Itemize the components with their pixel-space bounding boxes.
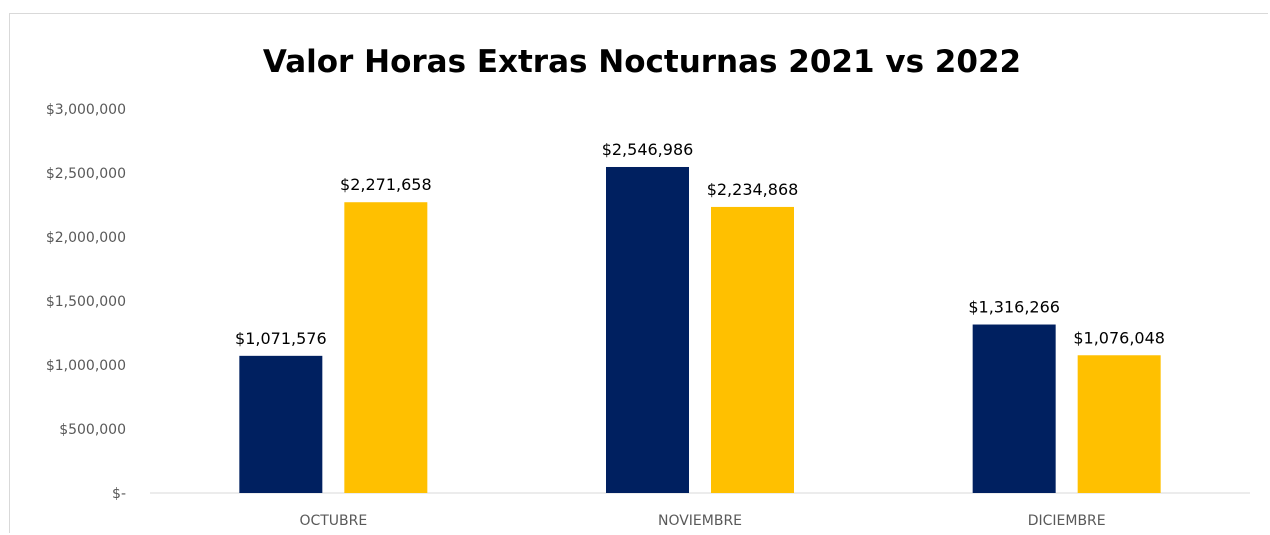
x-axis-categories: OCTUBRE NOVIEMBRE DICIEMBRE xyxy=(299,513,1105,529)
data-label: $2,271,658 xyxy=(340,175,432,194)
x-category-label: DICIEMBRE xyxy=(1028,513,1106,529)
data-label: $2,546,986 xyxy=(602,140,694,159)
bar-noviembre-1 xyxy=(711,206,794,493)
bar-data-labels: $1,071,576 $2,271,658 $2,546,986 $2,234,868… xyxy=(235,140,1165,348)
y-tick-label: $1,000,000 xyxy=(46,358,126,374)
x-category-label: OCTUBRE xyxy=(299,513,367,529)
data-label: $1,316,266 xyxy=(968,298,1060,317)
data-label: $2,234,868 xyxy=(707,180,799,199)
bars xyxy=(239,166,1161,494)
y-tick-label: $1,500,000 xyxy=(46,294,126,310)
data-label: $1,076,048 xyxy=(1073,328,1165,347)
y-tick-label: $- xyxy=(112,486,126,502)
bar-octubre-0 xyxy=(239,355,323,493)
y-tick-label: $2,000,000 xyxy=(46,230,126,246)
y-tick-label: $2,500,000 xyxy=(46,166,126,182)
y-axis-ticks: $- $500,000 $1,000,000 $1,500,000 $2,000,000… xyxy=(46,102,126,502)
y-tick-label: $500,000 xyxy=(59,422,126,438)
bar-diciembre-0 xyxy=(972,324,1056,493)
y-tick-label: $3,000,000 xyxy=(46,102,126,118)
bar-diciembre-1 xyxy=(1077,355,1161,493)
bar-noviembre-0 xyxy=(606,166,689,494)
chart-title: Valor Horas Extras Nocturnas 2021 vs 202… xyxy=(263,44,1021,80)
bar-octubre-1 xyxy=(344,202,428,493)
x-category-label: NOVIEMBRE xyxy=(658,513,742,529)
data-label: $1,071,576 xyxy=(235,329,327,348)
